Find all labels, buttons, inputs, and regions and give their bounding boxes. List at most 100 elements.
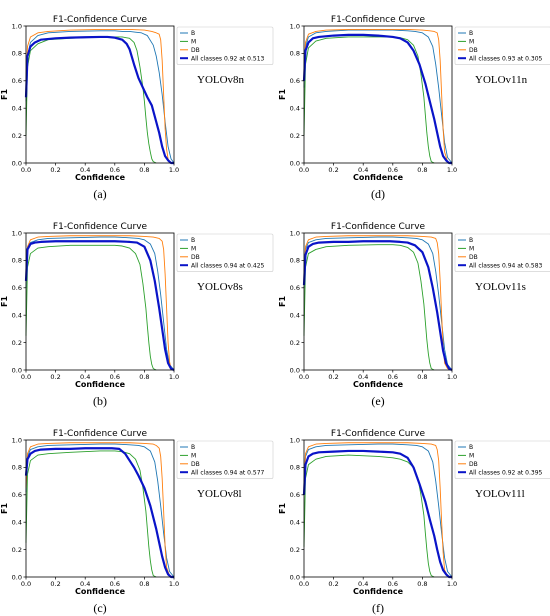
legend-label: All classes 0.94 at 0.577 xyxy=(191,469,265,476)
panel-caption: (f) xyxy=(372,601,384,615)
plot-frame xyxy=(303,232,453,371)
chart-title: F1-Confidence Curve xyxy=(53,222,148,232)
x-tick-label: 1.0 xyxy=(447,580,457,588)
y-tick-label: 0.4 xyxy=(12,312,22,320)
x-axis-label: Confidence xyxy=(75,587,126,596)
y-tick-label: 1.0 xyxy=(290,436,300,444)
x-tick-label: 0.4 xyxy=(80,580,90,588)
legend-label: M xyxy=(469,39,474,46)
y-tick-label: 0.0 xyxy=(12,573,22,581)
series-line xyxy=(25,30,175,164)
y-tick-label: 0.4 xyxy=(12,105,22,113)
y-tick-label: 0.2 xyxy=(290,546,300,554)
chart-panel: F1-Confidence Curve 0.0 0.2 0.4 0.6 0.8 1.0 0.0… xyxy=(0,222,274,408)
series-line xyxy=(302,240,453,371)
legend-label: All classes 0.92 at 0.395 xyxy=(469,469,543,476)
series-line xyxy=(303,28,453,164)
model-name: YOLOv11l xyxy=(475,488,525,500)
legend-label: M xyxy=(191,246,196,253)
series-line xyxy=(25,442,175,578)
legend-box xyxy=(454,233,550,272)
x-tick-label: 0.8 xyxy=(139,166,149,174)
series-line xyxy=(24,447,174,579)
legend-label: All classes 0.94 at 0.583 xyxy=(469,262,543,269)
x-tick-label: 0.4 xyxy=(358,373,368,381)
series-line xyxy=(25,36,157,164)
legend-label: M xyxy=(191,453,196,460)
legend-label: DB xyxy=(469,47,478,54)
y-tick-label: 1.0 xyxy=(290,22,300,30)
legend-label: B xyxy=(191,444,195,451)
y-axis-label: F1 xyxy=(278,89,287,100)
y-tick-label: 0.0 xyxy=(12,366,22,374)
plot-frame xyxy=(303,25,453,164)
chart-panel: F1-Confidence Curve 0.0 0.2 0.4 0.6 0.8 1.0 0.0… xyxy=(0,15,274,201)
series-line xyxy=(303,236,453,371)
y-tick-label: 0.6 xyxy=(290,77,300,85)
series-line xyxy=(25,28,174,164)
series-line xyxy=(303,244,435,371)
x-tick-label: 0.0 xyxy=(299,373,309,381)
x-tick-label: 0.2 xyxy=(50,166,60,174)
chart-panel: F1-Confidence Curve 0.0 0.2 0.4 0.6 0.8 1.0 0.0… xyxy=(278,15,550,201)
panel-caption: (b) xyxy=(93,394,107,408)
y-axis-label: F1 xyxy=(0,89,9,100)
legend-label: B xyxy=(191,30,195,37)
x-tick-label: 0.0 xyxy=(21,166,31,174)
model-name: YOLOv11s xyxy=(475,281,526,293)
y-axis-label: F1 xyxy=(0,296,9,307)
chart-title: F1-Confidence Curve xyxy=(53,429,148,439)
x-tick-label: 0.8 xyxy=(139,580,149,588)
y-tick-label: 0.6 xyxy=(290,284,300,292)
y-tick-label: 0.0 xyxy=(290,573,300,581)
legend-label: DB xyxy=(191,461,200,468)
panel-caption: (c) xyxy=(93,601,106,615)
series-line xyxy=(303,235,453,371)
x-tick-label: 0.8 xyxy=(139,373,149,381)
legend-box xyxy=(176,233,274,272)
y-tick-label: 0.2 xyxy=(12,132,22,140)
legend-label: M xyxy=(191,39,196,46)
y-tick-label: 0.6 xyxy=(12,284,22,292)
y-tick-label: 1.0 xyxy=(12,436,22,444)
y-tick-label: 0.2 xyxy=(290,132,300,140)
y-tick-label: 0.4 xyxy=(290,312,300,320)
y-tick-label: 0.0 xyxy=(290,159,300,167)
y-axis-label: F1 xyxy=(278,296,287,307)
x-tick-label: 0.6 xyxy=(110,580,120,588)
legend-label: DB xyxy=(191,47,200,54)
y-tick-label: 0.2 xyxy=(12,546,22,554)
x-axis-label: Confidence xyxy=(75,173,126,182)
y-tick-label: 0.8 xyxy=(12,257,22,265)
y-tick-label: 1.0 xyxy=(12,229,22,237)
plot-frame xyxy=(303,439,453,578)
x-tick-label: 1.0 xyxy=(447,373,457,381)
chart-panel: F1-Confidence Curve 0.0 0.2 0.4 0.6 0.8 1.0 0.0… xyxy=(0,429,274,615)
y-tick-label: 0.8 xyxy=(12,464,22,472)
legend-box xyxy=(176,440,274,479)
y-tick-label: 0.6 xyxy=(12,491,22,499)
y-tick-label: 0.4 xyxy=(12,519,22,527)
panel-caption: (d) xyxy=(371,187,385,201)
chart-title: F1-Confidence Curve xyxy=(331,15,426,25)
panel-caption: (a) xyxy=(93,187,106,201)
y-axis-label: F1 xyxy=(0,503,9,514)
legend-label: DB xyxy=(469,461,478,468)
y-tick-label: 0.8 xyxy=(290,257,300,265)
legend-label: M xyxy=(469,453,474,460)
x-tick-label: 0.6 xyxy=(388,580,398,588)
legend-label: B xyxy=(469,237,473,244)
chart-panel: F1-Confidence Curve 0.0 0.2 0.4 0.6 0.8 1.0 0.0… xyxy=(278,429,550,615)
plot-frame xyxy=(25,232,175,371)
y-tick-label: 0.2 xyxy=(290,339,300,347)
y-tick-label: 0.8 xyxy=(290,464,300,472)
series-line xyxy=(25,236,175,371)
x-tick-label: 0.8 xyxy=(417,580,427,588)
chart-title: F1-Confidence Curve xyxy=(331,222,426,232)
series-line xyxy=(24,240,175,371)
y-tick-label: 0.8 xyxy=(12,50,22,58)
x-tick-label: 0.2 xyxy=(328,373,338,381)
x-axis-label: Confidence xyxy=(353,380,404,389)
x-axis-label: Confidence xyxy=(353,173,404,182)
chart-title: F1-Confidence Curve xyxy=(53,15,148,25)
